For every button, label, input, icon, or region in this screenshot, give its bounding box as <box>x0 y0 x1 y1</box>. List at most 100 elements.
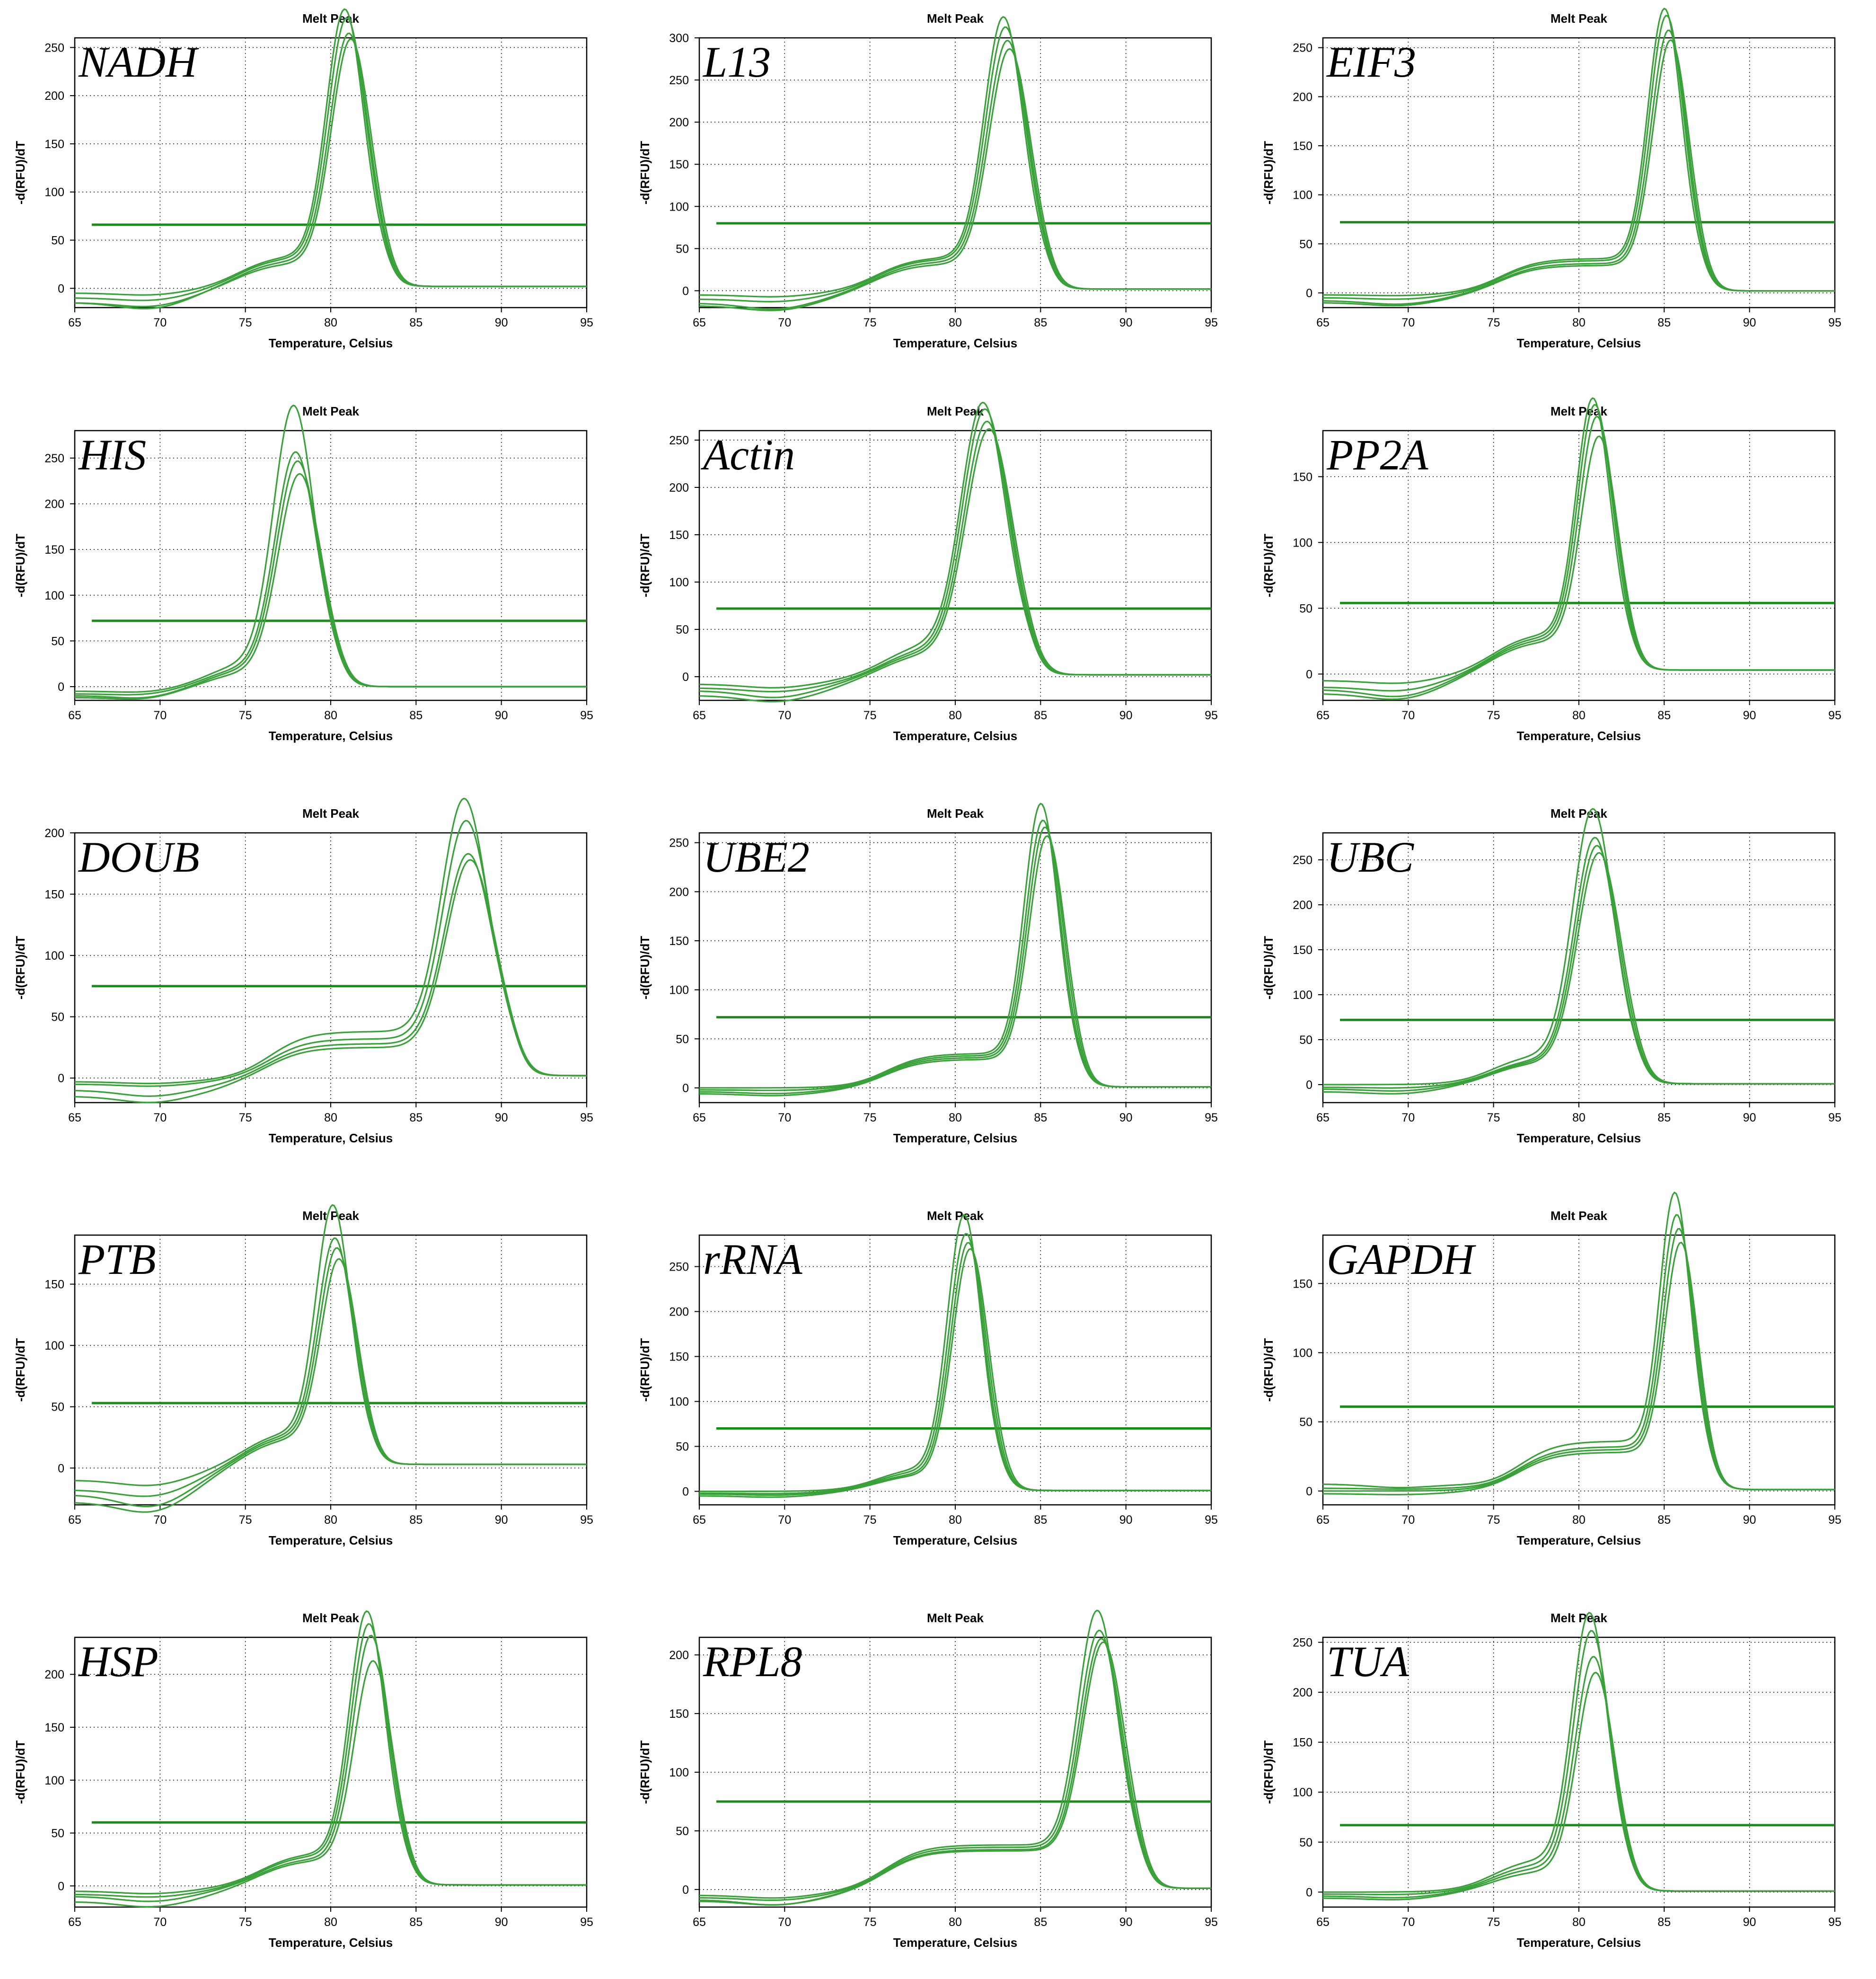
x-axis-label: Temperature, Celsius <box>893 1935 1018 1950</box>
x-tick-label: 90 <box>495 1513 508 1527</box>
x-tick-label: 90 <box>1743 1513 1756 1527</box>
melt-peak-chart-eif3: Melt Peak 65 70 75 80 85 90 95 0 50 100 150 200 250 Te… <box>1261 8 1841 350</box>
x-tick-label: 65 <box>693 316 706 329</box>
x-tick-label: 65 <box>68 1916 81 1929</box>
x-tick-label: 70 <box>153 1111 167 1124</box>
x-tick-label: 85 <box>1034 316 1047 329</box>
x-axis-label: Temperature, Celsius <box>1517 336 1641 350</box>
y-tick-label: 150 <box>669 529 689 542</box>
y-tick-label: 50 <box>1299 1416 1312 1429</box>
y-tick-label: 250 <box>669 74 689 87</box>
y-tick-label: 200 <box>1293 90 1312 104</box>
x-tick-label: 65 <box>1316 1916 1330 1929</box>
x-tick-label: 95 <box>580 316 593 329</box>
x-tick-label: 80 <box>1572 316 1585 329</box>
gene-label: L13 <box>702 38 771 86</box>
y-axis-label: -d(RFU)/dT <box>1261 1740 1276 1804</box>
melt-curve-series <box>699 1609 1211 1899</box>
y-tick-label: 250 <box>669 434 689 447</box>
x-tick-label: 80 <box>324 1111 337 1124</box>
melt-curve-series <box>74 38 587 308</box>
chart-title: Melt Peak <box>1550 1611 1607 1625</box>
y-tick-label: 0 <box>682 1485 689 1499</box>
x-axis-label: Temperature, Celsius <box>1517 1131 1641 1145</box>
x-tick-label: 65 <box>68 1111 81 1124</box>
x-tick-label: 85 <box>1034 1111 1047 1124</box>
y-tick-label: 0 <box>682 1082 689 1095</box>
y-tick-label: 50 <box>51 635 64 648</box>
x-tick-label: 65 <box>693 709 706 722</box>
y-tick-label: 200 <box>44 89 64 103</box>
y-tick-label: 200 <box>669 885 689 899</box>
melt-curve-series <box>699 1248 1211 1498</box>
melt-curve-series <box>1323 1241 1835 1495</box>
x-tick-label: 75 <box>1487 316 1500 329</box>
y-tick-label: 50 <box>676 1440 689 1454</box>
chart-title: Melt Peak <box>302 404 359 418</box>
x-tick-label: 65 <box>693 1513 706 1527</box>
gene-label: rRNA <box>703 1235 802 1283</box>
x-tick-label: 85 <box>1034 1916 1047 1929</box>
x-axis-label: Temperature, Celsius <box>1517 1935 1641 1950</box>
y-tick-label: 50 <box>1299 238 1312 251</box>
y-tick-label: 250 <box>1293 1636 1312 1650</box>
x-tick-label: 70 <box>778 709 791 722</box>
x-tick-label: 75 <box>863 709 877 722</box>
y-tick-label: 300 <box>669 32 689 45</box>
y-tick-label: 50 <box>676 1033 689 1046</box>
y-axis-label: -d(RFU)/dT <box>13 141 27 204</box>
chart-title: Melt Peak <box>927 1611 984 1625</box>
x-tick-label: 65 <box>68 316 81 329</box>
melt-peak-chart-rrna: Melt Peak 65 70 75 80 85 90 95 0 50 100 150 200 250 Te… <box>638 1209 1218 1547</box>
y-tick-label: 100 <box>44 1339 64 1352</box>
x-tick-label: 75 <box>863 1916 877 1929</box>
y-tick-label: 200 <box>669 1306 689 1319</box>
y-axis-label: -d(RFU)/dT <box>13 534 27 597</box>
x-tick-label: 75 <box>239 1513 252 1527</box>
chart-title: Melt Peak <box>1550 11 1607 26</box>
x-tick-label: 75 <box>1487 709 1500 722</box>
melt-curve-series <box>75 473 587 700</box>
y-axis-label: -d(RFU)/dT <box>1261 1338 1276 1402</box>
x-tick-label: 90 <box>1743 1916 1756 1929</box>
y-axis-label: -d(RFU)/dT <box>1261 534 1276 597</box>
y-tick-label: 100 <box>669 576 689 589</box>
x-tick-label: 75 <box>239 1916 252 1929</box>
gene-label: RPL8 <box>703 1637 802 1686</box>
x-tick-label: 70 <box>1401 1111 1415 1124</box>
gene-label: TUA <box>1327 1637 1409 1686</box>
x-tick-label: 65 <box>68 709 81 722</box>
y-tick-label: 0 <box>682 671 689 684</box>
x-tick-label: 65 <box>693 1111 706 1124</box>
y-axis-label: -d(RFU)/dT <box>638 936 652 999</box>
y-axis-label: -d(RFU)/dT <box>638 141 652 204</box>
y-axis-label: -d(RFU)/dT <box>638 534 652 597</box>
gene-label: NADH <box>78 38 199 86</box>
y-tick-label: 100 <box>1293 536 1312 549</box>
gene-label: GAPDH <box>1327 1235 1476 1283</box>
x-tick-label: 95 <box>1828 1916 1841 1929</box>
x-tick-label: 65 <box>68 1513 81 1527</box>
y-tick-label: 0 <box>1306 668 1312 681</box>
y-tick-label: 200 <box>669 1649 689 1662</box>
y-tick-label: 0 <box>58 282 64 295</box>
gene-label: HSP <box>78 1637 159 1686</box>
y-tick-label: 200 <box>669 481 689 495</box>
y-tick-label: 150 <box>44 1721 64 1734</box>
x-axis-label: Temperature, Celsius <box>269 729 393 743</box>
melt-peak-chart-tua: Melt Peak 65 70 75 80 85 90 95 0 50 100 150 200 250 Te… <box>1261 1611 1841 1950</box>
gene-label: UBE2 <box>703 833 810 881</box>
y-axis-label: -d(RFU)/dT <box>13 936 27 999</box>
x-tick-label: 80 <box>324 1916 337 1929</box>
y-tick-label: 100 <box>1293 1346 1312 1360</box>
x-tick-label: 90 <box>495 1111 508 1124</box>
y-tick-label: 0 <box>1306 1886 1312 1899</box>
melt-curve-series <box>74 1660 587 1908</box>
y-tick-label: 50 <box>676 623 689 636</box>
gene-label: HIS <box>78 431 146 479</box>
y-axis-label: -d(RFU)/dT <box>638 1338 652 1402</box>
y-tick-label: 0 <box>58 680 64 694</box>
x-tick-label: 75 <box>239 1111 252 1124</box>
y-tick-label: 0 <box>1306 287 1312 300</box>
